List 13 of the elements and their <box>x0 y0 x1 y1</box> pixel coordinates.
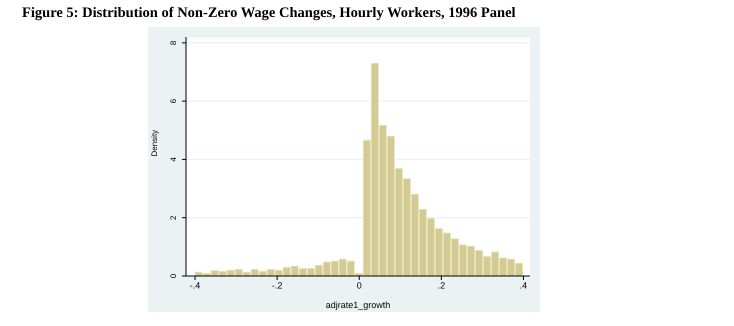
x-tick-label: .2 <box>438 280 446 290</box>
y-tick-label: 0 <box>169 273 178 278</box>
x-tick-label: -.2 <box>272 280 282 290</box>
x-tick-label: -.4 <box>190 280 200 290</box>
y-tick-label: 8 <box>169 40 178 46</box>
y-axis-title: Density <box>150 130 159 156</box>
y-tick-label: 4 <box>169 156 178 162</box>
x-axis-title: adjrate1_growth <box>326 300 390 310</box>
x-tick-label: 0 <box>356 280 362 290</box>
chart-title: Figure 5: Distribution of Non-Zero Wage Changes, Hourly Workers, 1996 Panel <box>22 5 516 22</box>
y-tick-label: 2 <box>169 214 178 220</box>
x-tick-label: .4 <box>520 280 528 290</box>
y-tick-label: 6 <box>169 98 178 104</box>
